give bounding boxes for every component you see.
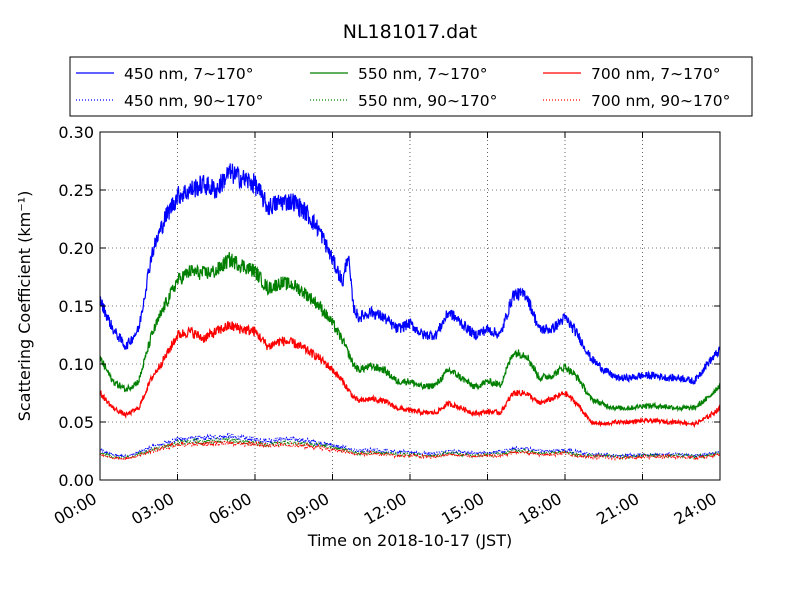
legend-label-3: 450 nm, 90∼170° xyxy=(124,92,263,110)
y-tick-label: 0.15 xyxy=(58,297,94,316)
legend-box xyxy=(69,56,753,117)
grid xyxy=(100,132,720,480)
series-line-1 xyxy=(99,252,721,413)
legend-label-1: 550 nm, 7∼170° xyxy=(358,65,487,83)
y-tick-label: 0.05 xyxy=(58,413,94,432)
y-tick-label: 0.25 xyxy=(58,181,94,200)
legend-label-5: 700 nm, 90∼170° xyxy=(591,92,730,110)
y-tick-label: 0.10 xyxy=(58,355,94,374)
series-line-0 xyxy=(99,163,721,385)
legend-label-4: 550 nm, 90∼170° xyxy=(358,92,497,110)
series-line-5 xyxy=(100,439,721,463)
legend: 450 nm, 7∼170° 550 nm, 7∼170° 700 nm, 7∼17… xyxy=(69,56,753,117)
series-line-2 xyxy=(99,321,721,429)
x-axis-label: Time on 2018-10-17 (JST) xyxy=(307,531,512,550)
series-lines xyxy=(99,163,721,463)
y-tick-label: 0.30 xyxy=(58,123,94,142)
chart-title: NL181017.dat xyxy=(343,21,478,43)
series-line-3 xyxy=(99,432,721,460)
y-tick-label: 0.00 xyxy=(58,471,94,490)
legend-label-0: 450 nm, 7∼170° xyxy=(124,65,253,83)
y-axis-label: Scattering Coefficient (km⁻¹) xyxy=(15,191,34,422)
y-tick-label: 0.20 xyxy=(58,239,94,258)
legend-label-2: 700 nm, 7∼170° xyxy=(591,65,720,83)
